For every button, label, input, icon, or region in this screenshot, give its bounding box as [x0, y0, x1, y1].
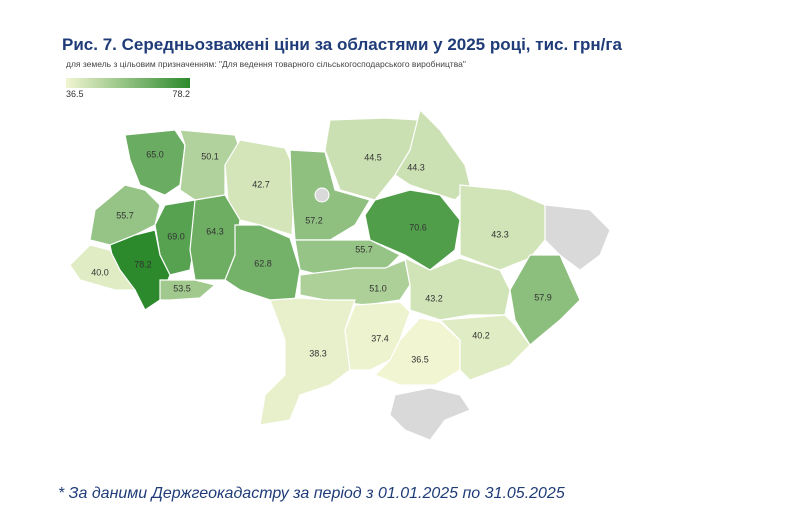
region-label: 37.4 — [371, 333, 389, 343]
region-label: 78.2 — [134, 259, 152, 269]
region-label: 50.1 — [201, 151, 219, 161]
region-label: 57.2 — [305, 215, 323, 225]
region-label: 40.2 — [472, 330, 490, 340]
no-data-region — [544, 204, 611, 271]
region-label: 51.0 — [369, 283, 387, 293]
region-label: 65.0 — [146, 149, 164, 159]
region — [299, 259, 411, 306]
region-label: 70.6 — [409, 222, 427, 232]
legend-min: 36.5 — [66, 89, 84, 99]
region-label: 69.0 — [167, 231, 185, 241]
region — [124, 129, 186, 196]
region-label: 44.5 — [364, 152, 382, 162]
region-label: 62.8 — [254, 258, 272, 268]
region-label: 55.7 — [355, 244, 373, 254]
subtitle: для земель з цільовим призначенням: "Для… — [66, 59, 466, 69]
region — [259, 297, 356, 426]
region — [69, 244, 137, 291]
region-label: 57.9 — [534, 292, 552, 302]
legend-bar — [66, 78, 190, 88]
region — [364, 189, 461, 271]
region-label: 42.7 — [252, 179, 270, 189]
region-label: 55.7 — [116, 210, 134, 220]
region-label: 64.3 — [206, 226, 224, 236]
region — [394, 108, 471, 201]
region-label: 36.5 — [411, 354, 429, 364]
region-label: 43.3 — [491, 229, 509, 239]
region — [159, 279, 217, 301]
no-data-region — [314, 187, 330, 203]
footnote: * За даними Держгеокадастру за період з … — [58, 485, 565, 502]
legend-max: 78.2 — [172, 89, 190, 99]
no-data-region — [389, 387, 471, 441]
region-label: 43.2 — [425, 293, 443, 303]
region-label: 44.3 — [407, 162, 425, 172]
region — [373, 317, 461, 386]
region-label: 38.3 — [309, 348, 327, 358]
region — [509, 254, 581, 346]
region-label: 53.5 — [173, 283, 191, 293]
region — [438, 314, 531, 381]
region — [289, 149, 371, 241]
region-label: 40.0 — [91, 267, 109, 277]
title: Рис. 7. Середньозважені ціни за областям… — [62, 35, 622, 54]
